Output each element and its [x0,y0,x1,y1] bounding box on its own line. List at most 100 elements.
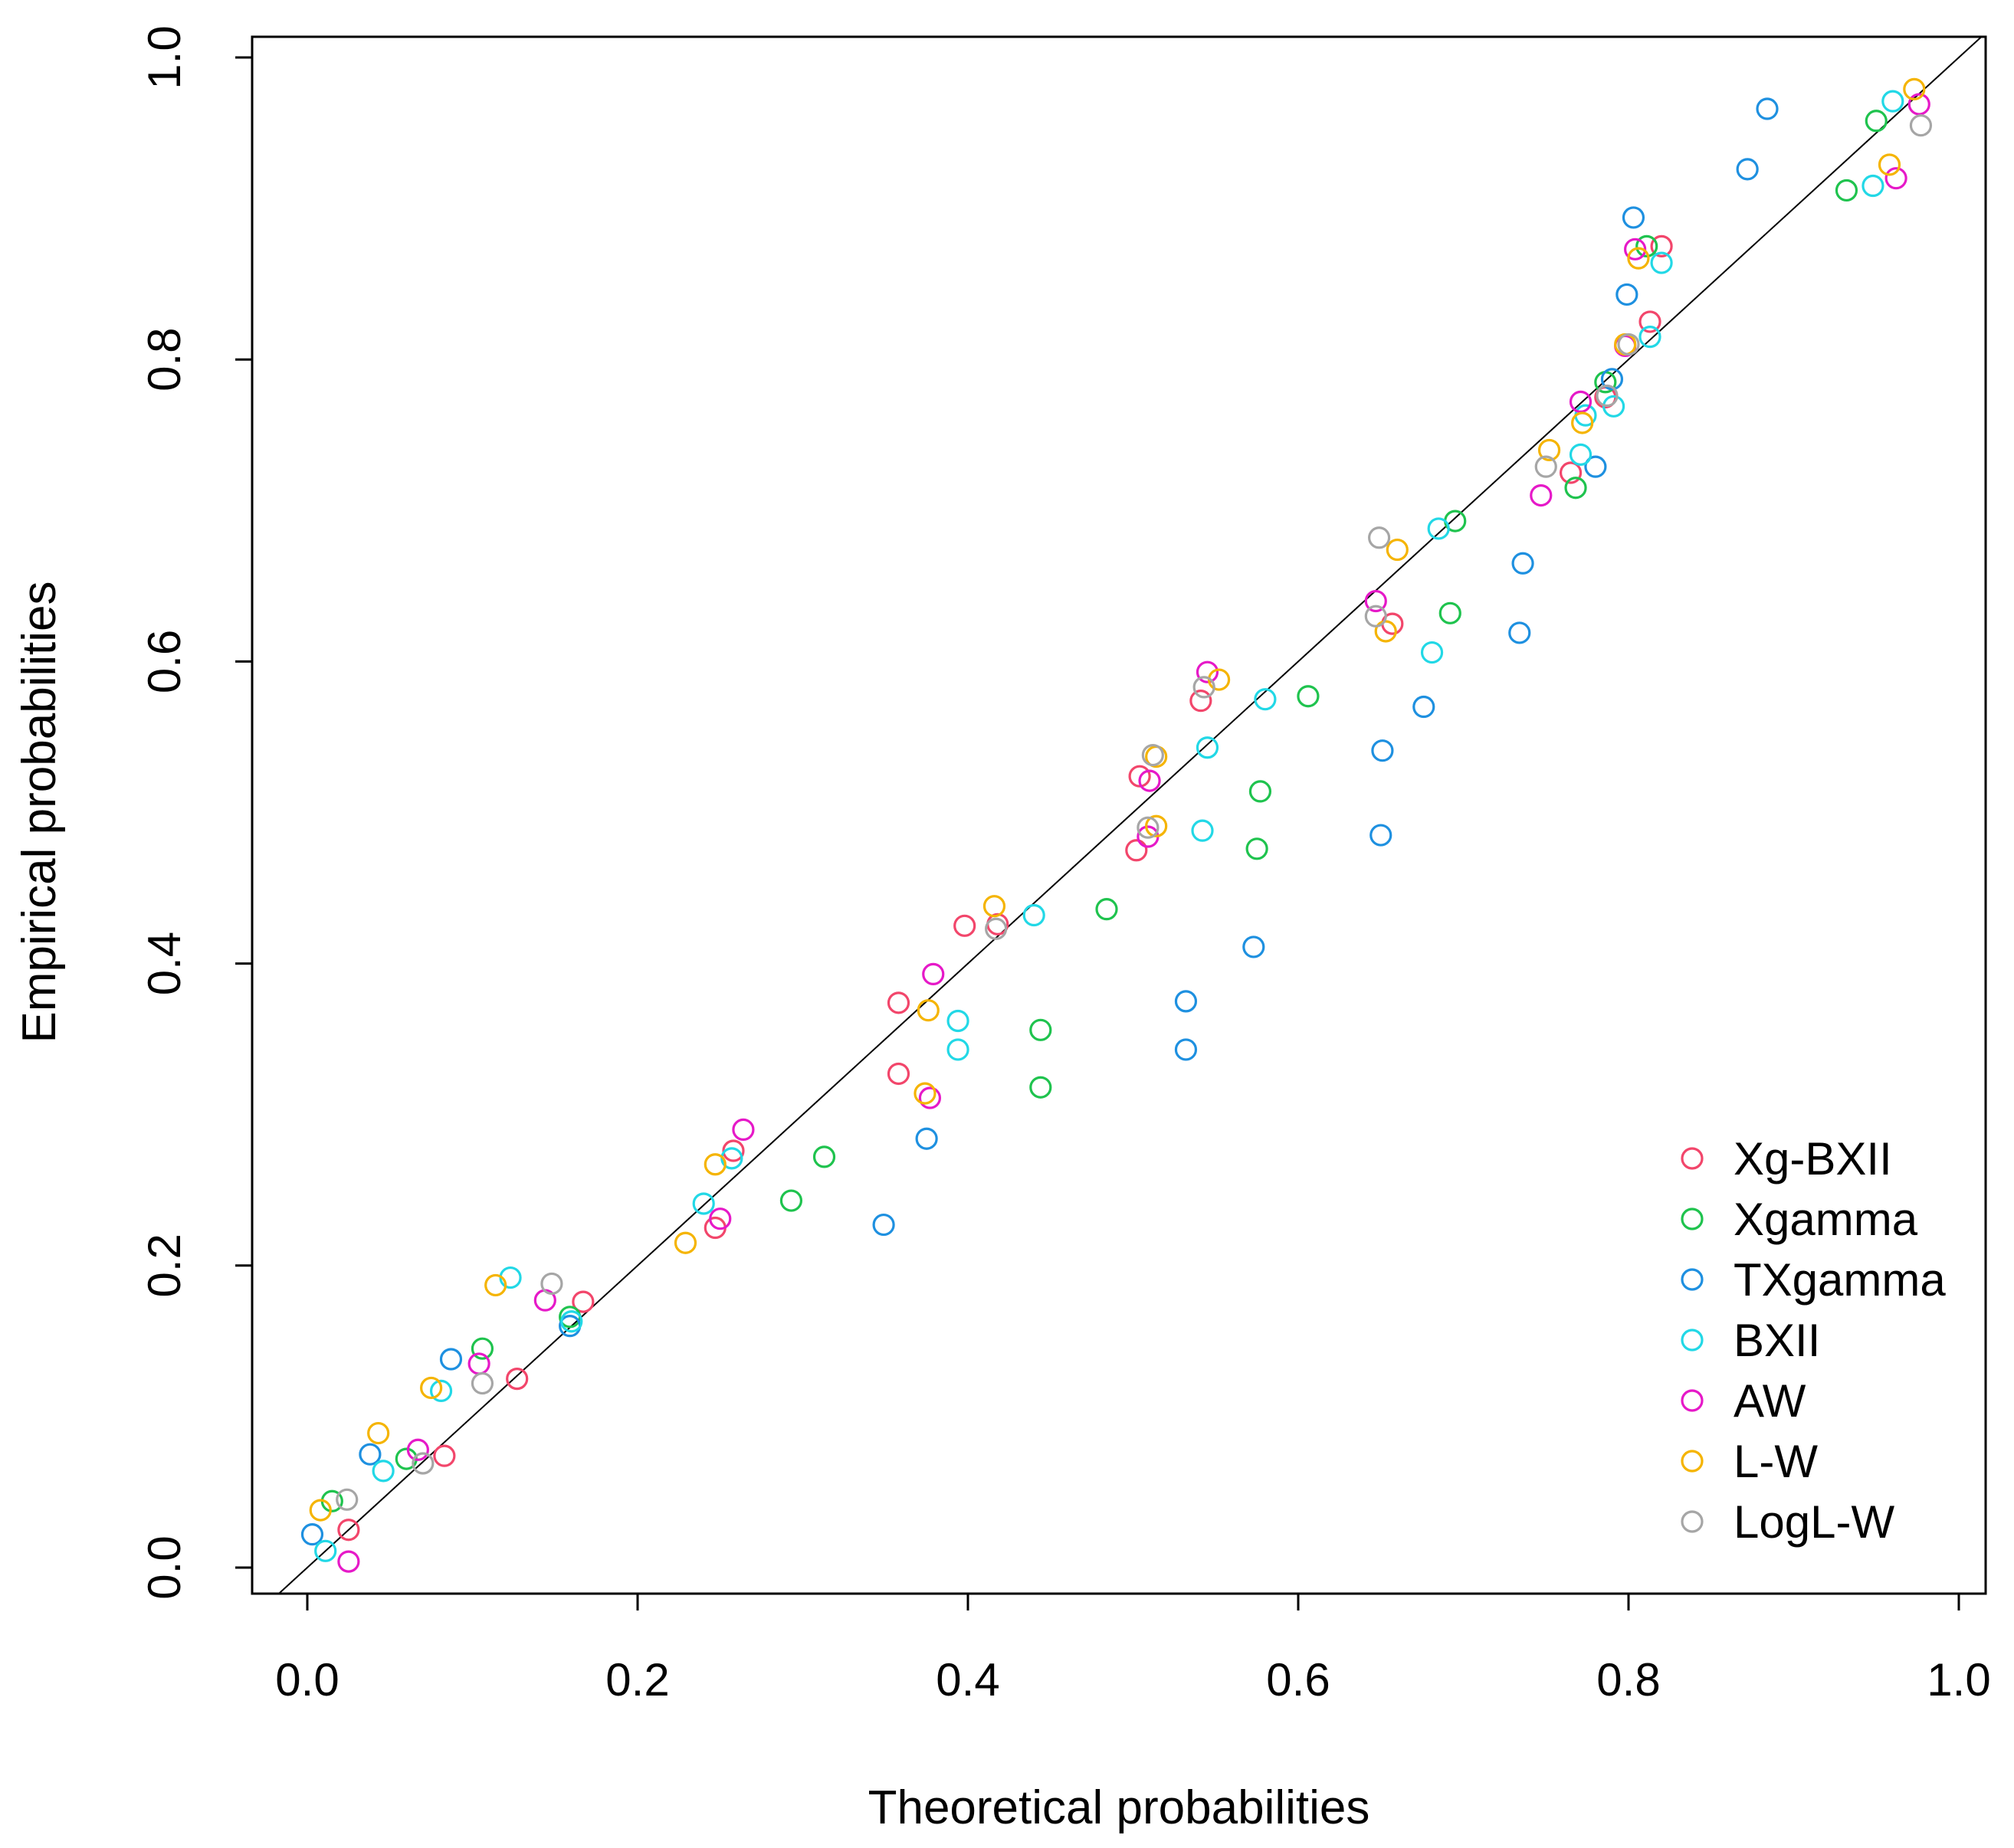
data-point [982,895,1006,918]
data-point [1635,234,1658,257]
data-point [1861,174,1884,198]
legend-marker [1681,1207,1704,1230]
data-point [1907,93,1930,116]
legend-item: AW [1681,1375,1806,1427]
legend-item: BXII [1681,1315,1820,1366]
data-point [1192,676,1215,699]
data-point [946,1009,969,1033]
data-point [918,1086,942,1109]
data-point [704,1153,727,1176]
data-point [674,1231,697,1254]
x-tick-label: 1.0 [1927,1654,1990,1705]
data-point [953,914,976,937]
data-point [359,1443,382,1466]
data-point [309,1499,332,1522]
y-tick-label: 1.0 [139,25,190,89]
data-point [336,1488,359,1511]
x-tick-label: 0.6 [1266,1654,1330,1705]
data-point [1427,517,1450,540]
legend-marker [1681,1450,1704,1473]
data-point [872,1213,895,1237]
legend-item: LogL-W [1681,1496,1894,1548]
data-point [1571,411,1594,434]
data-point [1865,110,1888,133]
data-point [1624,238,1647,260]
legend-label: Xg-BXII [1734,1133,1892,1184]
data-point [1128,765,1151,788]
data-point [915,1127,938,1150]
data-point [1386,538,1409,562]
data-point [1569,390,1593,413]
legend-marker [1681,1389,1704,1412]
data-point [1138,769,1161,792]
data-point [1248,780,1272,803]
data-point [1534,455,1557,478]
data-point [917,999,940,1022]
data-point [1511,552,1534,575]
data-point [1297,685,1320,708]
data-point [429,1379,453,1402]
data-point [1622,206,1645,229]
data-point [1420,641,1444,664]
data-point [471,1337,494,1360]
data-point [1650,234,1673,257]
x-tick-label: 0.8 [1596,1654,1660,1705]
data-point [314,1539,337,1562]
x-tick-label: 0.2 [605,1654,669,1705]
data-point [337,1519,360,1542]
data-point [1141,744,1164,767]
series-xgamma [320,110,1888,1512]
data-point [1174,1038,1198,1061]
data-point [367,1421,390,1445]
data-point [1736,158,1759,181]
data-point [887,991,910,1014]
data-point [1145,814,1168,837]
data-point [914,1082,936,1105]
data-point [1627,247,1650,270]
data-point [1137,816,1160,839]
data-point [412,1452,435,1475]
data-point [1615,283,1638,306]
data-point [692,1192,715,1215]
y-tick-label: 0.0 [139,1535,190,1599]
legend-label: BXII [1734,1315,1820,1366]
series-xg-bxii [337,234,1673,1542]
series-bxii [314,90,1904,1562]
axes: 0.0 0.2 0.4 0.6 0.8 1.0 0.0 0.2 0.4 0.6 0.8 1.0 [139,25,1991,1705]
data-point [1364,589,1387,613]
legend-item: Xg-BXII [1681,1133,1892,1184]
plot-frame [251,35,1987,1595]
y-tick-label: 0.2 [139,1234,190,1297]
data-point [1909,114,1933,137]
data-point [709,1207,732,1230]
data-point [1508,621,1531,644]
data-point [985,917,1008,940]
data-point [484,1273,507,1297]
data-point [1029,1018,1052,1041]
data-point [1638,326,1661,349]
data-point [1559,461,1583,484]
data-point [812,1145,836,1168]
data-point [1650,251,1673,274]
data-point [779,1189,803,1212]
data-point [1174,990,1198,1013]
data-point [722,1139,745,1162]
reference-line-layer [277,37,1983,1594]
data-point [1537,438,1561,462]
data-point [560,1310,583,1333]
reference-line [277,37,1983,1594]
legend-marker [1681,1268,1704,1291]
data-point [300,1523,324,1546]
data-point [540,1272,563,1296]
data-point [1369,824,1392,847]
data-point [1371,739,1394,762]
legend: Xg-BXII Xgamma TXgamma BXII AW L-W LogL-W [1681,1133,1946,1548]
data-point [922,962,945,985]
data-point [1196,736,1219,759]
legend-marker [1681,1147,1704,1170]
legend-label: LogL-W [1734,1496,1894,1548]
legend-marker [1681,1329,1704,1352]
y-axis-title: Empirical probabilities [13,581,66,1043]
data-point [1638,310,1661,333]
